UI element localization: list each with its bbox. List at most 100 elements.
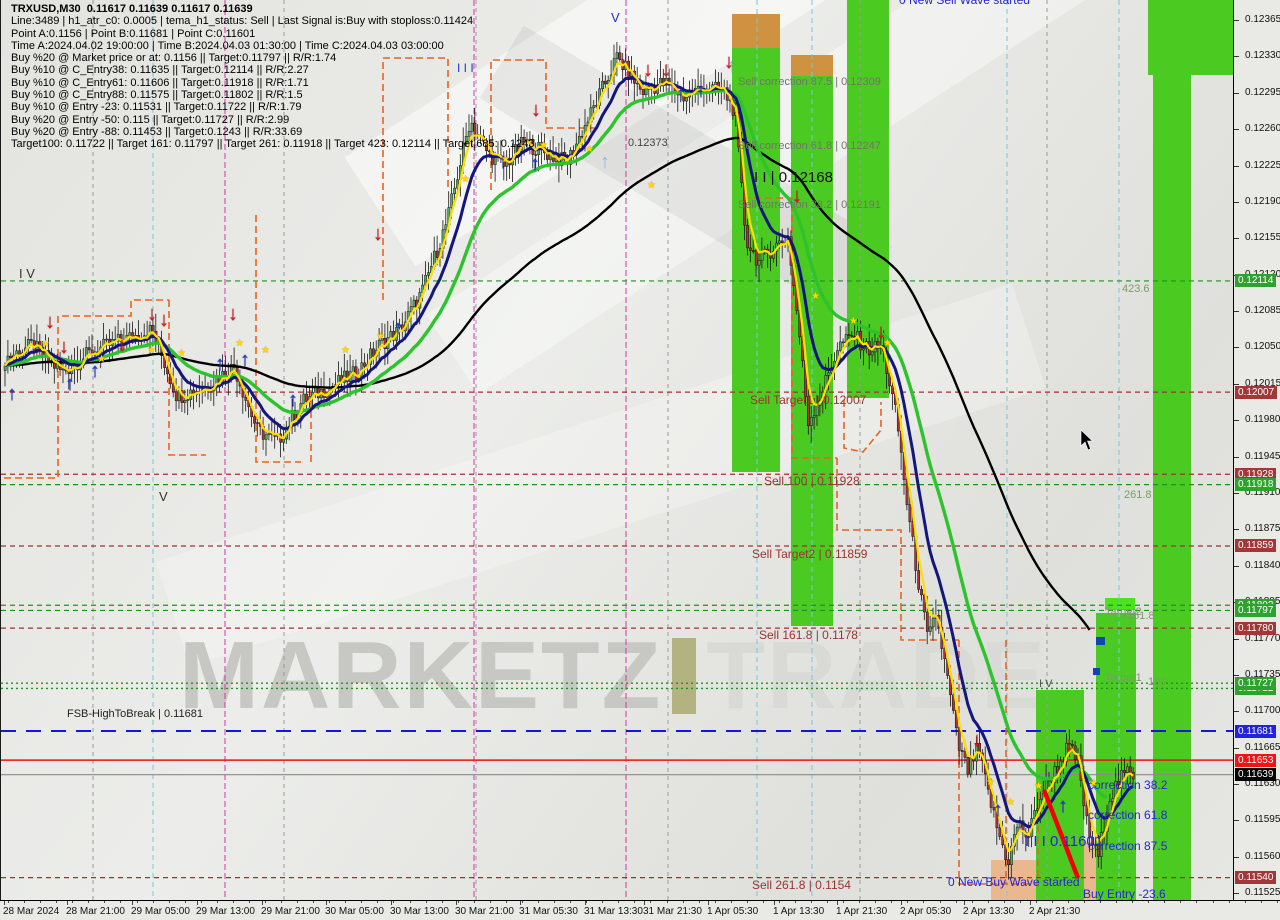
candle-body [116,334,120,342]
price-tick-mark [1234,893,1239,895]
sell-signal-arrow-icon: ↓ [661,59,671,81]
time-minor-tick [811,901,812,903]
candle-body [302,393,306,404]
time-minor-tick [746,901,748,903]
time-tick-mark [1030,901,1031,905]
wave-iv-label: I V [19,266,35,281]
time-minor-tick [297,901,299,903]
price-tick-mark [1234,856,1239,858]
time-tick-mark [774,901,775,905]
wave-v-top-label: V [611,10,620,25]
candle-body [519,136,523,152]
sell-signal-arrow-icon: ↓ [59,336,69,358]
sell-signal-arrow-icon: ↓ [876,321,886,343]
price-tick-label: 0.11840 [1245,559,1280,571]
candle-body [1007,859,1010,866]
supertrend-step-line [168,300,206,456]
price-12373-label: 0.12373 [628,137,668,149]
sell-correction-618-label: Sell correction 61.8 | 0.12247 [738,140,881,152]
point-b-price-label: I I | 0.12168 [754,169,833,186]
price-axis[interactable]: 0.12365 0.12330 0.12295 0.12260 0.12225 0.121… [1233,0,1280,900]
price-tick-mark [1234,456,1239,458]
candle-body [757,260,761,266]
candle-body [61,368,65,371]
price-badge-green: 0.12114 [1235,274,1277,288]
time-axis-label: 30 Mar 05:00 [325,906,384,917]
sell-2618-label: Sell 261.8 | 0.1154 [752,878,851,892]
time-tick-mark [964,901,965,905]
time-minor-tick [1196,901,1198,903]
candle-body [534,154,538,156]
time-minor-tick [377,901,379,903]
time-minor-tick [1100,901,1102,903]
hollow-arrow-icon: ↑ [600,151,610,173]
fib-100-label: 100 [1148,676,1167,688]
candle-body [470,122,474,132]
candle-body [267,432,271,435]
time-minor-tick [698,901,700,903]
candle-body [960,750,964,752]
time-axis-label: 31 Mar 13:30 [584,906,643,917]
time-minor-tick [1003,901,1005,903]
candle-body [891,385,894,395]
ma-yellow-line [4,61,1134,853]
candle-body [780,240,784,244]
header-line: Buy %20 @ Entry -88: 0.11453 || Target:0… [11,125,303,138]
candle-body [641,89,645,96]
price-tick-label: 0.11700 [1245,705,1280,717]
time-minor-tick [505,901,507,903]
time-axis-label: 31 Mar 05:30 [519,906,578,917]
candle-body [409,306,413,312]
price-tick-mark [1234,383,1239,385]
time-minor-tick [586,901,588,903]
wave-iv-small-label: I V [1039,678,1053,690]
candle-body [522,136,526,143]
candle-body [1033,810,1037,819]
candle-body [1053,766,1057,783]
price-tick-label: 0.11770 [1245,632,1280,644]
star-marker-icon: ★ [97,354,106,365]
time-minor-tick [313,901,315,903]
sell-target2-label: Sell Target2 | 0.11859 [752,547,868,561]
star-marker-icon: ★ [811,291,820,302]
time-minor-tick [1068,901,1069,903]
time-minor-tick [778,901,780,903]
new-sell-wave-label: 0 New Sell Wave started [899,0,1030,7]
time-axis-label: 2 Apr 05:30 [900,906,952,917]
price-tick-mark [1234,711,1239,713]
watermark-text-left: MARKETZ [179,622,663,729]
candle-body [1068,742,1071,745]
time-minor-tick [136,901,138,903]
time-axis[interactable]: 28 Mar 2024 28 Mar 21:00 29 Mar 05:00 29 Ma… [0,900,1280,920]
price-badge-darkred: 0.12007 [1235,385,1278,399]
time-minor-tick [859,901,861,903]
salmon-band [991,860,1039,900]
header-line: Buy %10 @ C_Entry61: 0.11606 || Target:0… [11,76,309,89]
star-marker-icon: ★ [235,338,244,349]
time-tick-mark [520,901,521,905]
candle-body [778,240,781,244]
candle-body [1117,780,1121,786]
ma-green-line [4,89,1108,800]
buy-signal-arrow-icon: ↑ [498,151,508,173]
candle-body [166,367,169,375]
candle-body [1085,805,1089,817]
price-tick-mark [1234,784,1239,786]
candle-body [1065,742,1068,762]
sell-signal-arrow-icon: ↓ [373,223,383,245]
candle-body [186,399,190,401]
star-marker-icon: ★ [1034,781,1043,792]
chart-area[interactable]: MARKETZ TRADE Sell correction 87.5 | 0.12… [0,0,1234,900]
candle-body [917,570,921,590]
sell-target1-label: Sell Target1 | 0.12007 [750,393,867,407]
candle-body [1070,744,1074,747]
watermark-text-right: TRADE [706,622,1047,729]
time-axis-label: 2 Apr 21:30 [1029,906,1081,917]
entry-marker-square [1093,668,1100,675]
candle-body [992,807,996,811]
time-tick-mark [456,901,457,905]
time-minor-tick [730,901,732,903]
time-minor-tick [794,901,796,903]
fib-4236-label: 423.6 [1122,283,1150,295]
